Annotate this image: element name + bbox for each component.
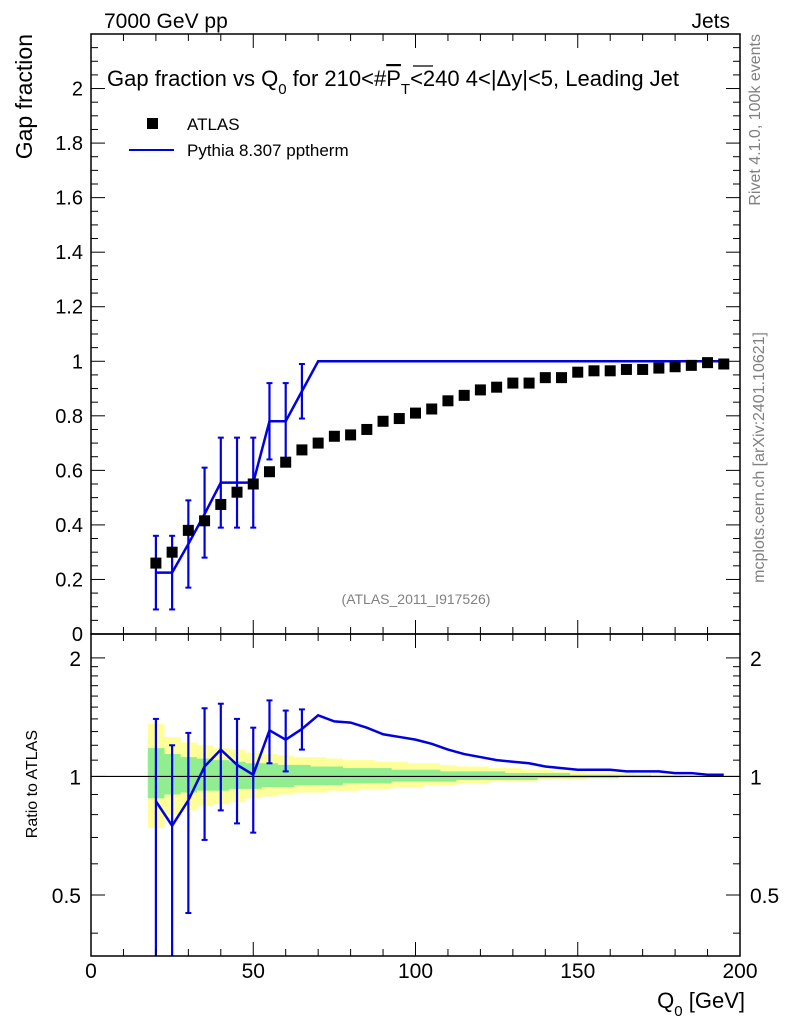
atlas-data-point: [361, 423, 373, 435]
atlas-data-point: [263, 466, 275, 478]
atlas-data-point: [215, 498, 227, 510]
main-y-tick-label: 0: [72, 624, 83, 646]
atlas-data-point: [669, 361, 681, 373]
ratio-y-tick-label: 1: [69, 766, 81, 789]
main-y-tick-label: 1.4: [55, 242, 83, 264]
atlas-data-point: [393, 413, 405, 425]
ratio-inner-band-segment: [391, 769, 408, 782]
legend-data-marker: [147, 118, 158, 129]
main-y-tick-label: 0.4: [55, 515, 83, 537]
ratio-inner-band-segment: [456, 771, 473, 780]
atlas-data-point: [702, 357, 714, 369]
atlas-data-point: [653, 362, 665, 374]
ratio-inner-band-segment: [553, 773, 571, 779]
ratio-inner-band-segment: [342, 768, 360, 784]
ratio-inner-band-segment: [537, 773, 554, 779]
energy-label: 7000 GeV pp: [104, 10, 228, 33]
main-y-tick-label: 1: [72, 351, 83, 373]
atlas-data-point: [523, 377, 535, 389]
atlas-data-point: [572, 366, 584, 378]
atlas-data-point: [442, 395, 454, 407]
atlas-data-point: [637, 363, 649, 375]
main-y-tick-label: 1.6: [55, 188, 83, 210]
atlas-data-point: [458, 389, 470, 401]
legend: ATLAS Pythia 8.307 pptherm: [129, 115, 349, 160]
atlas-data-point: [296, 444, 308, 456]
ratio-inner-band-segment: [261, 763, 279, 788]
process-label: Jets: [691, 10, 730, 33]
atlas-data-point: [556, 372, 568, 384]
atlas-data-point: [474, 384, 486, 396]
ratio-inner-band-segment: [488, 771, 506, 780]
atlas-data-point: [685, 359, 697, 371]
source-label: mcplots.cern.ch [arXiv:2401.10621]: [751, 332, 768, 583]
main-y-tick-label: 2: [72, 79, 83, 101]
ratio-inner-band-segment: [358, 768, 376, 784]
legend-data-label: ATLAS: [187, 115, 240, 134]
ratio-y-axis-label: Ratio to ATLAS: [24, 730, 41, 838]
main-y-tick-label: 1.2: [55, 297, 83, 319]
ratio-y-tick-label-right: 0.5: [750, 885, 779, 908]
atlas-data-point: [588, 365, 600, 377]
ratio-inner-band-segment: [293, 764, 311, 786]
atlas-data-point: [328, 430, 340, 442]
ratio-inner-band-segment: [423, 769, 441, 782]
atlas-data-point: [507, 377, 519, 389]
atlas-data-point: [426, 403, 438, 415]
ratio-inner-band-segment: [374, 768, 392, 784]
main-y-tick-label: 0.2: [55, 569, 83, 591]
mc-ratio-line: [154, 713, 724, 828]
x-tick-label: 150: [560, 960, 595, 983]
atlas-data-point: [604, 365, 616, 377]
atlas-data-point: [247, 478, 259, 490]
atlas-data-point: [491, 381, 503, 393]
ratio-y-tick-label-right: 1: [750, 766, 762, 789]
main-y-tick-label: 0.6: [55, 460, 83, 482]
atlas-data-point: [620, 363, 632, 375]
x-axis-label: Q0 [GeV]: [657, 988, 745, 1020]
ratio-y-tick-label: 0.5: [52, 885, 81, 908]
atlas-data-point: [231, 486, 243, 498]
atlas-data-point: [312, 437, 324, 449]
x-tick-label: 0: [85, 960, 97, 983]
ratio-y-tick-label: 2: [69, 648, 81, 671]
atlas-data-point: [280, 456, 292, 468]
ratio-panel: 0.5 0.5 1 1 2 2 0 50 100 150 200 Ratio to ATLAS Q0…: [24, 633, 779, 1020]
rivet-label: Rivet 4.1.0, 100k events: [747, 34, 764, 206]
atlas-data-point: [539, 372, 551, 384]
ratio-y-tick-label-right: 2: [750, 648, 762, 671]
atlas-data-point: [150, 557, 162, 569]
atlas-data-point: [377, 415, 389, 427]
atlas-data-point: [718, 358, 730, 370]
main-y-axis-label: Gap fraction: [11, 34, 37, 159]
x-tick-label: 200: [722, 960, 757, 983]
atlas-data-point: [182, 524, 194, 536]
atlas-data-point: [345, 429, 357, 441]
main-y-tick-label: 1.8: [55, 133, 83, 155]
x-tick-label: 50: [242, 960, 265, 983]
x-tick-label: 100: [398, 960, 433, 983]
ratio-inner-band-segment: [472, 771, 490, 780]
main-title: Gap fraction vs Q0 for 210<#PT<240 4<|Δy…: [107, 66, 679, 98]
main-panel: 0 0.2 0.4 0.6 0.8 1 1.2 1.4 1.6 1.8 2 Gap fraction…: [11, 33, 741, 646]
mc-series-line: [155, 360, 724, 574]
ratio-inner-band-segment: [407, 769, 425, 782]
main-y-tick-label: 0.8: [55, 406, 83, 428]
legend-mc-label: Pythia 8.307 pptherm: [187, 141, 349, 160]
atlas-data-point: [410, 407, 421, 419]
analysis-watermark: (ATLAS_2011_I917526): [342, 591, 491, 607]
atlas-data-point: [199, 515, 211, 527]
atlas-data-point: [166, 546, 178, 558]
